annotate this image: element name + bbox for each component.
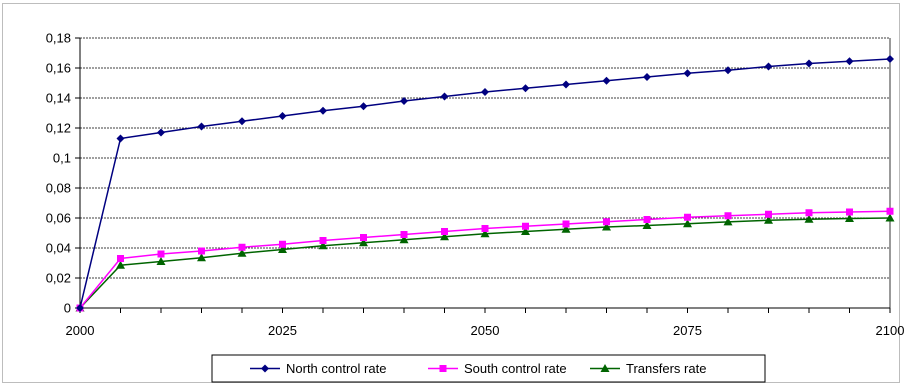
data-point xyxy=(683,69,692,78)
x-tick-label: 2025 xyxy=(268,323,297,338)
data-point xyxy=(684,213,691,221)
data-point xyxy=(156,257,166,265)
y-tick-label: 0,12 xyxy=(46,121,71,136)
y-tick-label: 0 xyxy=(64,301,71,316)
data-point xyxy=(643,73,651,81)
data-point xyxy=(157,128,165,137)
data-point xyxy=(804,214,814,223)
series-transfers-rate xyxy=(75,213,895,312)
y-tick-label: 0,14 xyxy=(46,91,71,106)
series-layer xyxy=(75,55,895,312)
data-point xyxy=(400,97,408,105)
data-point xyxy=(359,238,368,247)
plot-background xyxy=(80,38,890,308)
data-point xyxy=(278,112,287,120)
data-point xyxy=(400,231,408,238)
data-point xyxy=(522,222,529,230)
data-point xyxy=(642,221,652,229)
legend-label: North control rate xyxy=(286,361,386,376)
data-point xyxy=(278,245,287,253)
data-point xyxy=(805,59,813,68)
data-point xyxy=(116,260,125,269)
data-point xyxy=(197,122,206,131)
data-point xyxy=(723,217,733,226)
legend: North control rate South control rate Tran… xyxy=(211,354,766,383)
data-point xyxy=(157,250,165,258)
legend-label: Transfers rate xyxy=(626,361,706,376)
data-point xyxy=(481,225,489,232)
data-point xyxy=(805,209,813,217)
data-point xyxy=(440,232,449,241)
data-point xyxy=(561,224,571,233)
data-point xyxy=(845,213,854,222)
data-point xyxy=(480,229,490,238)
data-point xyxy=(481,88,489,96)
data-point xyxy=(764,215,773,224)
y-tick-label: 0,04 xyxy=(46,241,71,256)
x-axis-ticks: 2000 2025 2050 2075 2100 xyxy=(66,308,905,338)
data-point xyxy=(441,228,448,235)
data-point xyxy=(764,62,773,71)
data-point xyxy=(886,207,894,215)
data-point xyxy=(198,247,205,255)
data-point xyxy=(76,304,84,312)
legend-box xyxy=(211,354,766,383)
data-point xyxy=(237,248,247,257)
plot-area xyxy=(80,38,890,308)
legend-marker xyxy=(600,364,610,372)
data-point xyxy=(562,220,570,228)
data-point xyxy=(360,234,367,241)
data-point xyxy=(440,92,449,101)
x-tick-label: 2000 xyxy=(66,323,95,338)
y-tick-label: 0,1 xyxy=(53,151,71,166)
y-tick-label: 0,16 xyxy=(46,61,71,76)
data-point xyxy=(319,106,327,115)
data-point xyxy=(521,84,530,93)
data-point xyxy=(765,210,772,218)
data-point xyxy=(643,216,651,223)
data-point xyxy=(602,222,611,231)
gridlines xyxy=(80,37,890,279)
legend-label: South control rate xyxy=(464,361,567,376)
series-south-control-rate xyxy=(76,207,894,312)
data-point xyxy=(603,218,610,226)
data-point xyxy=(359,102,368,111)
data-point xyxy=(399,235,409,244)
data-point xyxy=(318,241,328,250)
data-point xyxy=(846,208,853,216)
data-point xyxy=(683,219,692,228)
y-tick-label: 0,18 xyxy=(46,31,71,46)
data-point xyxy=(279,240,286,248)
data-point xyxy=(886,55,894,63)
legend-marker xyxy=(261,364,269,373)
x-tick-label: 2075 xyxy=(673,323,702,338)
data-point xyxy=(238,243,246,251)
data-point xyxy=(602,76,611,85)
data-point xyxy=(845,57,854,66)
data-point xyxy=(562,80,570,89)
y-axis-ticks: 0 0,02 0,04 0,06 0,08 0,1 0,12 0,14 0,16 0,18 xyxy=(46,31,80,316)
data-point xyxy=(197,253,206,262)
x-tick-label: 2050 xyxy=(471,323,500,338)
data-point xyxy=(885,213,895,222)
data-point xyxy=(724,212,732,220)
data-point xyxy=(724,66,732,75)
data-point xyxy=(116,134,125,143)
data-point xyxy=(521,227,530,235)
data-point xyxy=(238,117,246,126)
y-tick-label: 0,08 xyxy=(46,181,71,196)
data-point xyxy=(319,237,327,244)
data-point xyxy=(117,255,124,262)
x-tick-label: 2100 xyxy=(876,323,905,338)
y-tick-label: 0,06 xyxy=(46,211,71,226)
series-north-control-rate xyxy=(76,55,894,312)
y-tick-label: 0,02 xyxy=(46,271,71,286)
legend-marker xyxy=(439,365,447,372)
